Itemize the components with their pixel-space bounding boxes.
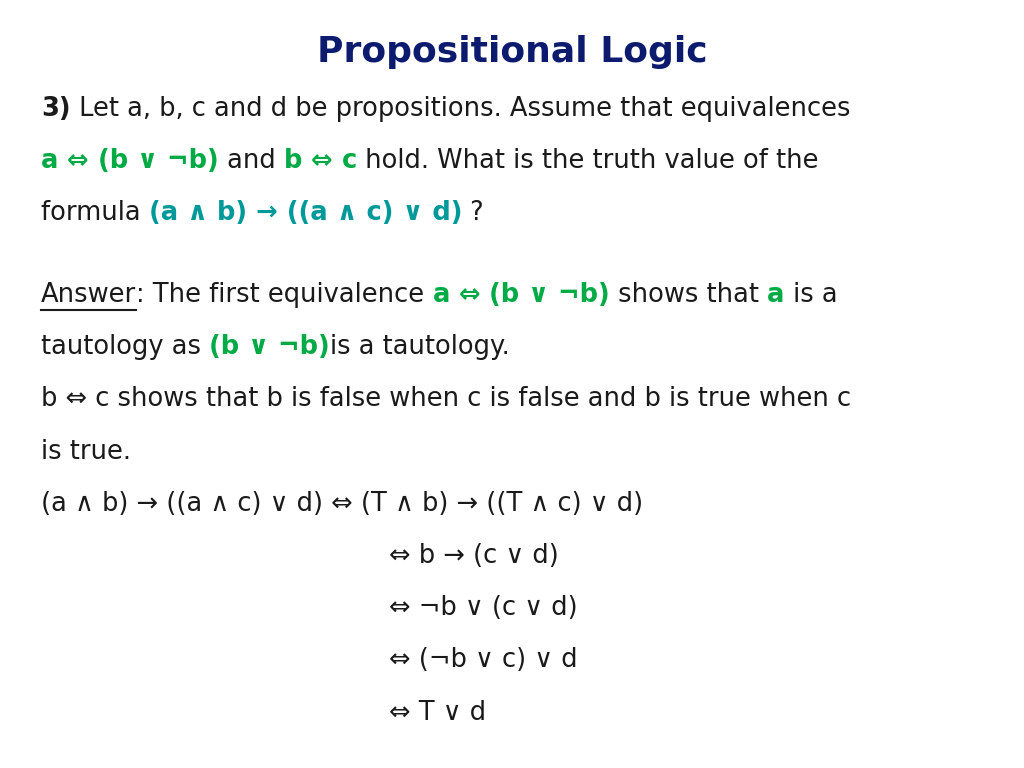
Text: Propositional Logic: Propositional Logic bbox=[316, 35, 708, 68]
Text: is a tautology.: is a tautology. bbox=[330, 334, 510, 360]
Text: : The first equivalence: : The first equivalence bbox=[136, 282, 432, 308]
Text: Let a, b, c and d be propositions. Assume that equivalences: Let a, b, c and d be propositions. Assum… bbox=[71, 96, 850, 122]
Text: ⇔: ⇔ bbox=[450, 282, 489, 308]
Text: (b ∨ ¬b): (b ∨ ¬b) bbox=[489, 282, 610, 308]
Text: b: b bbox=[284, 148, 302, 174]
Text: formula: formula bbox=[41, 200, 148, 227]
Text: ⇔: ⇔ bbox=[58, 148, 98, 174]
Text: (a ∧ b) → ((a ∧ c) ∨ d): (a ∧ b) → ((a ∧ c) ∨ d) bbox=[148, 200, 462, 227]
Text: ⇔: ⇔ bbox=[302, 148, 342, 174]
Text: (b ∨ ¬b): (b ∨ ¬b) bbox=[98, 148, 219, 174]
Text: ⇔ (¬b ∨ c) ∨ d: ⇔ (¬b ∨ c) ∨ d bbox=[389, 647, 578, 674]
Text: (a ∧ b) → ((a ∧ c) ∨ d) ⇔ (T ∧ b) → ((T ∧ c) ∨ d): (a ∧ b) → ((a ∧ c) ∨ d) ⇔ (T ∧ b) → ((T … bbox=[41, 491, 643, 517]
Text: hold. What is the truth value of the: hold. What is the truth value of the bbox=[356, 148, 818, 174]
Text: ⇔ ¬b ∨ (c ∨ d): ⇔ ¬b ∨ (c ∨ d) bbox=[389, 595, 578, 621]
Text: ⇔ T ∨ d: ⇔ T ∨ d bbox=[389, 700, 486, 726]
Text: Answer: Answer bbox=[41, 282, 136, 308]
Text: c: c bbox=[342, 148, 356, 174]
Text: 3): 3) bbox=[41, 96, 71, 122]
Text: a: a bbox=[767, 282, 784, 308]
Text: b ⇔ c shows that b is false when c is false and b is true when c: b ⇔ c shows that b is false when c is fa… bbox=[41, 386, 851, 412]
Text: and: and bbox=[219, 148, 284, 174]
Text: shows that: shows that bbox=[610, 282, 767, 308]
Text: (b ∨ ¬b): (b ∨ ¬b) bbox=[209, 334, 330, 360]
Text: is a: is a bbox=[784, 282, 838, 308]
Text: tautology as: tautology as bbox=[41, 334, 209, 360]
Text: a: a bbox=[432, 282, 450, 308]
Text: ?: ? bbox=[462, 200, 483, 227]
Text: is true.: is true. bbox=[41, 439, 131, 465]
Text: a: a bbox=[41, 148, 58, 174]
Text: ⇔ b → (c ∨ d): ⇔ b → (c ∨ d) bbox=[389, 543, 559, 569]
